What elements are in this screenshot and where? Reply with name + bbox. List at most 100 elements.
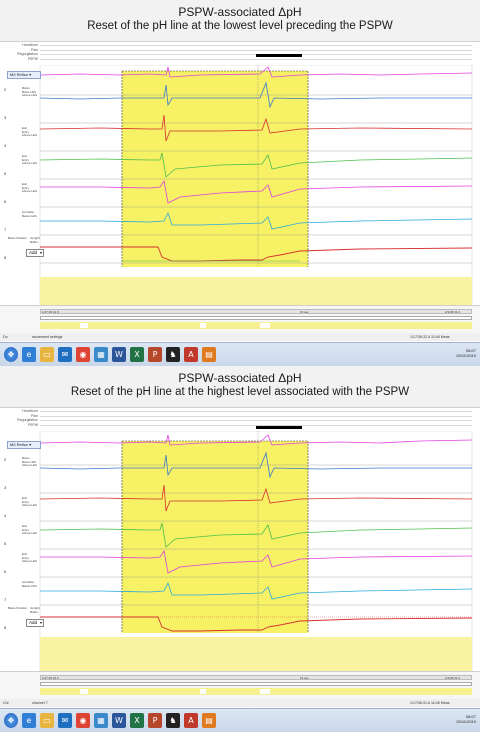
marker-line [40, 49, 472, 51]
channel-info: pH Delta Below LES [22, 580, 37, 588]
powerpoint-icon[interactable]: P [148, 713, 162, 728]
marker-line [40, 415, 472, 417]
channel-info: Exit Entry Above LES [22, 496, 38, 508]
ruler-end: 2/1/36:31.6 [445, 310, 461, 314]
system-tray[interactable]: 08:07 25/11/2019 [456, 714, 476, 724]
channel-info: Exit Entry Above LES [22, 154, 38, 166]
panel-highest-level: PSPW-associated ΔpH Reset of the pH line… [0, 366, 480, 732]
mii-reflux-button[interactable]: MII Reflux ▾ [7, 71, 41, 79]
trace-channel-1 [39, 434, 473, 446]
tray-time: 08:07 [465, 348, 476, 353]
channel-info: Exit Entry Above LES [22, 126, 38, 138]
figure-subtitle: Reset of the pH line at the lowest level… [87, 20, 393, 32]
add-select[interactable]: Add ▾ [26, 249, 44, 257]
status-right: 1/17/36:31.6 11/45 Meas [410, 700, 450, 705]
add-select[interactable]: Add ▾ [26, 619, 44, 627]
app-icon[interactable]: ▦ [94, 713, 108, 728]
tray-date: 25/11/2019 [456, 353, 476, 358]
status-bar: Do asurement settings 1/17/36:32.8 11/45… [0, 333, 480, 341]
system-icon[interactable]: ♞ [166, 347, 180, 362]
excel-icon[interactable]: X [130, 347, 144, 362]
channel-label: 4 [4, 143, 7, 148]
channel-label: 8 [4, 255, 7, 260]
acrobat-icon[interactable]: A [184, 713, 198, 728]
word-icon[interactable]: W [112, 347, 126, 362]
channel-label: 2 [4, 457, 7, 462]
start-orb-icon[interactable]: ❖ [4, 347, 18, 362]
channel-info: Bolus Bolus LES Above LES [22, 86, 38, 98]
event-markers: Heartburn Pain Regurgitation PSPW [0, 409, 480, 431]
mii-reflux-button[interactable]: MII Reflux ▾ [7, 441, 41, 449]
system-icon[interactable]: ♞ [166, 713, 180, 728]
position-info: Upright Buffer [30, 606, 40, 614]
channel-label: 7 [4, 227, 7, 232]
channel-info: Exit Entry Above LES [22, 524, 38, 536]
channel-info: pH Delta Below LES [22, 210, 37, 218]
channel-label: 7 [4, 597, 7, 602]
explorer-icon[interactable]: ▭ [40, 347, 54, 362]
time-scrollbar[interactable] [40, 316, 472, 320]
tray-date: 25/11/2019 [456, 719, 476, 724]
pspw-event-bar[interactable] [256, 426, 302, 429]
status-left: Chi [3, 700, 9, 705]
pspw-event-bar[interactable] [256, 54, 302, 57]
bottom-yellow-band [40, 637, 472, 671]
overview-strip[interactable] [40, 688, 472, 695]
document-icon[interactable]: ▤ [202, 713, 216, 728]
start-orb-icon[interactable]: ❖ [4, 713, 18, 728]
channel-label: 4 [4, 513, 7, 518]
trace-channel-2 [39, 81, 472, 109]
bottom-yellow-band [40, 277, 472, 305]
event-markers: Heartburn Pain Regurgitation PSPW [0, 43, 480, 65]
channel-label: 6 [4, 199, 7, 204]
acrobat-icon[interactable]: A [184, 347, 198, 362]
trace-channel-1 [39, 66, 473, 78]
marker-label-pspw: PSPW [27, 422, 38, 427]
chrome-icon[interactable]: ◉ [76, 713, 90, 728]
excel-icon[interactable]: X [130, 713, 144, 728]
explorer-icon[interactable]: ▭ [40, 713, 54, 728]
marker-line [40, 58, 472, 60]
overview-strip[interactable] [40, 322, 472, 329]
mail-icon[interactable]: ✉ [58, 713, 72, 728]
time-ruler[interactable] [40, 675, 472, 680]
word-icon[interactable]: W [112, 713, 126, 728]
document-icon[interactable]: ▤ [202, 347, 216, 362]
marker-label-pspw: PSPW [27, 56, 38, 61]
system-tray[interactable]: 08:07 25/11/2019 [456, 348, 476, 358]
channel-info: Exit Entry Above LES [22, 552, 38, 564]
trace-channel-3 [39, 114, 473, 142]
ie-icon[interactable]: e [22, 347, 36, 362]
impedance-ph-tracing: 2 3 4 5 6 7 8 [0, 65, 480, 305]
channel-info: Exit Entry Above LES [22, 182, 38, 194]
status-bar: Chi channel 7 1/17/36:31.6 11/45 Meas [0, 699, 480, 707]
channel-label: 5 [4, 171, 7, 176]
figure-title: PSPW-associated ΔpH [178, 5, 302, 19]
ie-icon[interactable]: e [22, 713, 36, 728]
trace-channel-4 [39, 152, 473, 178]
channel-label: 5 [4, 541, 7, 546]
trace-area: 2 3 4 5 6 7 8 MII Reflux ▾ Bolus Bolus LE… [0, 65, 480, 305]
app-icon[interactable]: ▦ [94, 347, 108, 362]
timeline: 1/17:36:31.6 15 sec 2/1/36:31.6 [0, 305, 480, 333]
status-center: asurement settings [32, 334, 63, 339]
trace-channel-3 [39, 484, 473, 512]
reflux-episode-highlight [122, 441, 308, 633]
status-center: channel 7 [32, 700, 48, 705]
chevron-down-icon: ▾ [39, 620, 42, 625]
impedance-ph-tracing: 2 3 4 5 6 7 8 [0, 431, 480, 671]
time-scrollbar[interactable] [40, 682, 472, 686]
time-ruler[interactable] [40, 309, 472, 314]
mail-icon[interactable]: ✉ [58, 347, 72, 362]
panel-lowest-level: PSPW-associated ΔpH Reset of the pH line… [0, 0, 480, 366]
marker-label-heartburn: Heartburn [22, 43, 38, 47]
position-info: Upright Buffer [30, 236, 40, 244]
ruler-start: 1/17:36:31.6 [42, 676, 59, 680]
chrome-icon[interactable]: ◉ [76, 347, 90, 362]
channel-label: 2 [4, 87, 7, 92]
channel-label: 3 [4, 485, 7, 490]
channel-info: Bolus Position [8, 606, 28, 610]
powerpoint-icon[interactable]: P [148, 347, 162, 362]
trace-channel-6 [40, 211, 473, 230]
marker-line [40, 411, 472, 412]
